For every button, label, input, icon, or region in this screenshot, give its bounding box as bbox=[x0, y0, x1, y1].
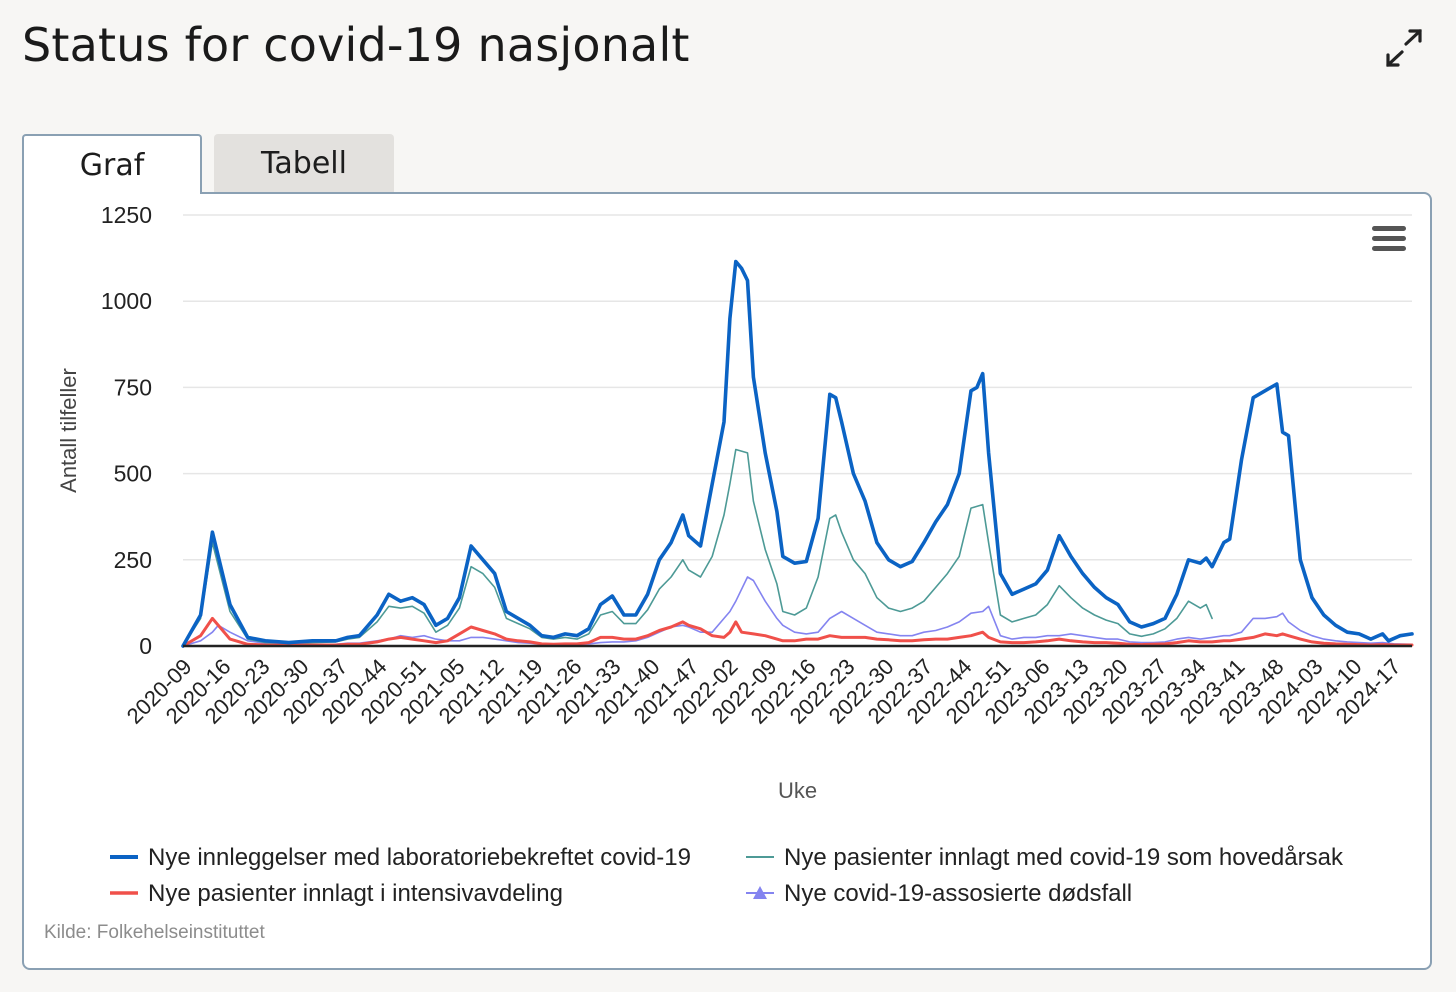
chart-panel: 0 250 500 750 1000 1250 Antall tilfeller 2020-0… bbox=[22, 192, 1432, 970]
legend-marker bbox=[753, 886, 767, 899]
y-tick-label: 1250 bbox=[101, 202, 152, 228]
legend-item-1[interactable]: Nye innleggelser med laboratoriebekrefte… bbox=[110, 844, 691, 871]
page-title: Status for covid-19 nasjonalt bbox=[22, 18, 690, 72]
expand-arrows-icon bbox=[1386, 29, 1422, 67]
legend-item-3[interactable]: Nye pasienter innlagt i intensivavdeling bbox=[110, 880, 563, 907]
series-line-3 bbox=[181, 616, 1414, 648]
hamburger-menu-icon bbox=[1372, 226, 1406, 231]
legend-item-2[interactable]: Nye pasienter innlagt med covid-19 som h… bbox=[746, 844, 1344, 871]
chart-menu-button[interactable] bbox=[1372, 226, 1406, 254]
legend-label: Nye covid-19-assosierte dødsfall bbox=[784, 880, 1132, 907]
series-line-2 bbox=[182, 448, 1213, 647]
legend-label: Nye pasienter innlagt med covid-19 som h… bbox=[784, 844, 1344, 871]
tab-graf[interactable]: Graf bbox=[22, 134, 202, 194]
y-axis-title: Antall tilfeller bbox=[56, 368, 81, 493]
series-line-4 bbox=[182, 576, 1413, 647]
series-line-1 bbox=[181, 259, 1414, 648]
y-tick-label: 1000 bbox=[101, 288, 152, 314]
legend-label: Nye innleggelser med laboratoriebekrefte… bbox=[148, 844, 691, 871]
y-tick-label: 0 bbox=[139, 633, 152, 659]
x-axis-title: Uke bbox=[778, 778, 817, 803]
legend-label: Nye pasienter innlagt i intensivavdeling bbox=[148, 880, 563, 907]
y-tick-label: 500 bbox=[114, 461, 152, 487]
expand-button[interactable] bbox=[1382, 28, 1426, 68]
y-tick-label: 750 bbox=[114, 374, 152, 400]
tab-tabell[interactable]: Tabell bbox=[214, 134, 394, 192]
y-tick-label: 250 bbox=[114, 547, 152, 573]
legend-item-4[interactable]: Nye covid-19-assosierte dødsfall bbox=[746, 880, 1132, 907]
source-credit[interactable]: Kilde: Folkehelseinstituttet bbox=[44, 922, 265, 943]
